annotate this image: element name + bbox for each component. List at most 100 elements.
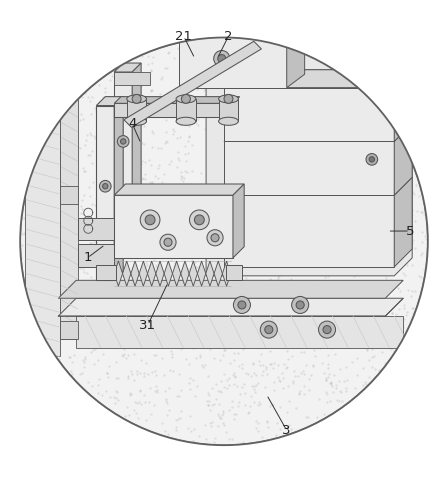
Point [142, 417, 150, 424]
Point [263, 363, 270, 371]
Point [339, 282, 346, 290]
Point [284, 422, 291, 430]
Ellipse shape [127, 117, 146, 125]
Point [310, 313, 317, 321]
Point [73, 266, 81, 274]
Point [195, 264, 202, 271]
Point [189, 256, 196, 264]
Point [151, 193, 159, 201]
Point [120, 350, 127, 358]
Point [254, 317, 262, 324]
Point [359, 331, 366, 338]
Point [164, 138, 171, 145]
Point [162, 226, 169, 234]
Point [276, 425, 284, 433]
Point [186, 385, 193, 393]
Point [235, 398, 242, 406]
Point [233, 181, 240, 189]
Point [149, 130, 156, 137]
Point [325, 130, 332, 138]
Point [323, 390, 330, 397]
Point [232, 372, 239, 380]
Point [29, 272, 36, 280]
Point [78, 209, 85, 216]
Point [410, 309, 417, 317]
Point [215, 246, 222, 254]
Point [148, 368, 155, 376]
Point [73, 212, 81, 219]
Point [63, 273, 70, 281]
Point [273, 240, 280, 248]
Point [153, 386, 160, 394]
Point [213, 380, 220, 388]
Point [398, 243, 405, 251]
Point [31, 187, 39, 194]
Point [159, 219, 166, 227]
Point [327, 344, 335, 351]
Point [332, 315, 340, 323]
Point [175, 291, 182, 299]
Point [340, 252, 347, 259]
Point [103, 324, 110, 332]
Point [297, 342, 304, 349]
Point [113, 374, 120, 382]
Point [176, 392, 183, 399]
Point [364, 186, 371, 193]
Point [94, 334, 101, 341]
Point [102, 203, 109, 211]
Point [392, 258, 399, 266]
Point [278, 293, 285, 300]
Point [232, 314, 239, 322]
Point [73, 132, 80, 140]
Point [150, 53, 157, 61]
Point [167, 157, 174, 165]
Point [174, 416, 181, 423]
Point [77, 264, 84, 272]
Point [372, 303, 379, 311]
Point [254, 227, 261, 234]
Point [239, 51, 246, 59]
Point [193, 119, 200, 127]
Point [204, 133, 211, 141]
Point [191, 259, 198, 266]
Point [311, 352, 318, 360]
Point [314, 133, 321, 141]
Point [121, 412, 129, 420]
Point [407, 193, 414, 201]
Point [274, 227, 281, 234]
Point [375, 138, 383, 146]
Point [228, 95, 236, 102]
Point [185, 317, 192, 325]
Point [351, 120, 358, 127]
Point [255, 401, 262, 409]
Point [218, 388, 225, 396]
Point [245, 315, 252, 323]
Point [132, 314, 139, 322]
Circle shape [292, 297, 309, 313]
Point [289, 177, 296, 185]
Point [244, 170, 251, 178]
Point [100, 108, 107, 116]
Point [250, 247, 257, 255]
Point [98, 313, 105, 321]
Point [291, 65, 298, 72]
Point [250, 185, 257, 192]
Point [307, 279, 314, 287]
Point [56, 214, 64, 221]
Point [171, 214, 178, 221]
Point [378, 279, 385, 287]
Circle shape [181, 95, 190, 103]
Point [225, 406, 233, 414]
Point [53, 160, 60, 168]
Point [219, 148, 226, 156]
Point [241, 247, 248, 254]
Point [279, 70, 286, 77]
Point [327, 380, 334, 388]
Point [201, 47, 208, 54]
Point [213, 95, 220, 102]
Point [286, 397, 293, 405]
Point [311, 346, 318, 354]
Point [332, 284, 339, 292]
Point [211, 132, 218, 139]
Point [355, 90, 362, 98]
